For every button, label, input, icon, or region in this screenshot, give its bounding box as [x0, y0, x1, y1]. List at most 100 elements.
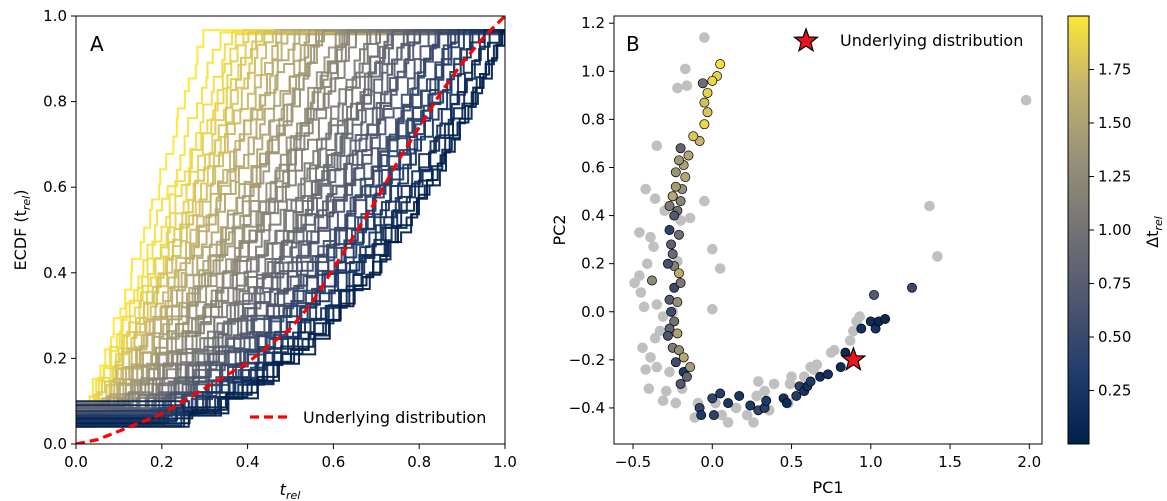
- gray-point: [924, 200, 935, 212]
- y-tick-label: 0.2: [581, 255, 605, 273]
- x-tick-label: 0.6: [321, 453, 345, 471]
- gray-point: [637, 342, 648, 354]
- gray-point: [811, 359, 823, 371]
- colored-point: [678, 352, 689, 363]
- colored-point: [670, 167, 681, 178]
- colorbar-tick-label: 1.75: [1098, 61, 1131, 79]
- gray-point: [829, 344, 840, 356]
- colored-point: [697, 78, 708, 89]
- colored-points: [647, 59, 917, 421]
- colored-point: [702, 107, 713, 118]
- colored-point: [699, 97, 710, 108]
- pca-legend-star-icon: [792, 27, 820, 53]
- colored-point: [666, 239, 677, 250]
- colored-point: [670, 181, 681, 192]
- gray-point: [759, 385, 770, 397]
- ecdf-legend-label: Underlying distribution: [303, 408, 486, 427]
- y-tick-label: 0.6: [43, 178, 67, 196]
- colorbar-tick-label: 0.75: [1098, 275, 1131, 293]
- x-tick-label: 0.4: [236, 453, 260, 471]
- colored-point: [670, 357, 681, 368]
- ecdf-y-ticks: 0.0 0.2 0.4 0.6 0.8 1.0: [43, 7, 76, 453]
- colored-point: [674, 155, 684, 166]
- gray-point: [768, 378, 780, 390]
- gray-point: [680, 63, 691, 75]
- colored-point: [856, 323, 867, 334]
- ecdf-curve: [76, 31, 505, 412]
- colorbar-tick-label: 1.00: [1098, 221, 1131, 239]
- colored-point: [907, 282, 917, 293]
- colored-point: [672, 328, 683, 339]
- gray-point: [638, 301, 650, 313]
- colorbar-tick-label: 1.25: [1098, 168, 1131, 186]
- ecdf-curves: [76, 29, 505, 428]
- ecdf-panel: 0.0 0.2 0.4 0.6 0.8 1.0 0.00.20.40.60.81.0 A …: [11, 7, 517, 501]
- ecdf-curve: [76, 30, 505, 422]
- x-tick-label: −0.5: [615, 453, 651, 471]
- gray-point: [681, 80, 693, 91]
- gray-point: [640, 183, 651, 195]
- colored-point: [707, 393, 718, 404]
- pca-panel: −0.5 0.0 0.5 1.0 1.5 2.0 −0.4 −0.2 0.0 0.2 0.4 0.6…: [550, 14, 1043, 497]
- y-tick-label: 0.8: [43, 93, 67, 111]
- colored-point: [707, 75, 718, 86]
- gray-point: [672, 82, 683, 94]
- panel-b-label: B: [626, 32, 640, 56]
- gray-points: [629, 32, 1032, 428]
- colored-point: [675, 277, 686, 288]
- colored-point: [674, 345, 684, 356]
- colored-point: [723, 398, 734, 409]
- colorbar-tick-label: 0.25: [1098, 382, 1131, 400]
- x-tick-label: 1.0: [859, 453, 883, 471]
- gray-point: [635, 287, 647, 298]
- ecdf-curve: [76, 31, 505, 417]
- x-tick-label: 0.5: [780, 453, 804, 471]
- y-tick-label: 0.4: [581, 207, 605, 225]
- ecdf-axes-frame: [75, 15, 506, 445]
- colorbar-ticks: 0.25 0.50 0.75 1.00 1.25 1.50 1.75: [1089, 61, 1131, 400]
- colored-point: [761, 395, 772, 406]
- pca-x-axis-label: PC1: [813, 478, 844, 497]
- gray-point: [651, 361, 663, 373]
- gray-point: [634, 270, 645, 282]
- colored-point: [805, 376, 816, 387]
- gray-point: [642, 258, 653, 270]
- ecdf-x-label-sub: rel: [286, 489, 300, 501]
- gray-point: [848, 325, 859, 337]
- y-tick-label: 0.4: [43, 264, 67, 282]
- colorbar-label-main: Δt: [1143, 231, 1162, 248]
- gray-point: [684, 212, 696, 224]
- gray-point: [657, 311, 669, 322]
- gray-point: [932, 251, 943, 262]
- colored-point: [667, 249, 678, 259]
- pca-legend-label: Underlying distribution: [840, 31, 1023, 50]
- ecdf-y-label-main: ECDF (t: [11, 210, 30, 270]
- colored-point: [688, 131, 699, 142]
- pca-y-axis-label: PC2: [550, 215, 569, 246]
- x-tick-label: 0.2: [150, 453, 174, 471]
- gray-point: [699, 195, 710, 207]
- gray-point: [651, 299, 663, 310]
- colored-point: [702, 87, 713, 98]
- panel-a-label: A: [90, 32, 104, 56]
- ecdf-y-label-sub: rel: [20, 196, 33, 210]
- x-tick-label: 0.0: [64, 453, 88, 471]
- ecdf-curve: [76, 30, 505, 425]
- colored-point: [669, 210, 680, 221]
- colored-point: [869, 289, 879, 300]
- ecdf-x-ticks: 0.0 0.2 0.4 0.6 0.8 1.0: [64, 444, 517, 471]
- x-tick-label: 0.8: [407, 453, 431, 471]
- ecdf-curve: [76, 29, 505, 416]
- gray-point: [716, 409, 728, 421]
- x-tick-label: 2.0: [1017, 453, 1041, 471]
- gray-point: [670, 397, 682, 409]
- gray-point: [753, 376, 764, 387]
- gray-point: [643, 383, 655, 395]
- gray-point: [664, 366, 675, 378]
- x-tick-label: 0.0: [700, 453, 724, 471]
- gray-point: [645, 231, 656, 243]
- gray-point: [722, 417, 734, 428]
- ecdf-y-axis-label: ECDF (trel): [11, 189, 33, 270]
- y-tick-label: 1.0: [43, 7, 67, 25]
